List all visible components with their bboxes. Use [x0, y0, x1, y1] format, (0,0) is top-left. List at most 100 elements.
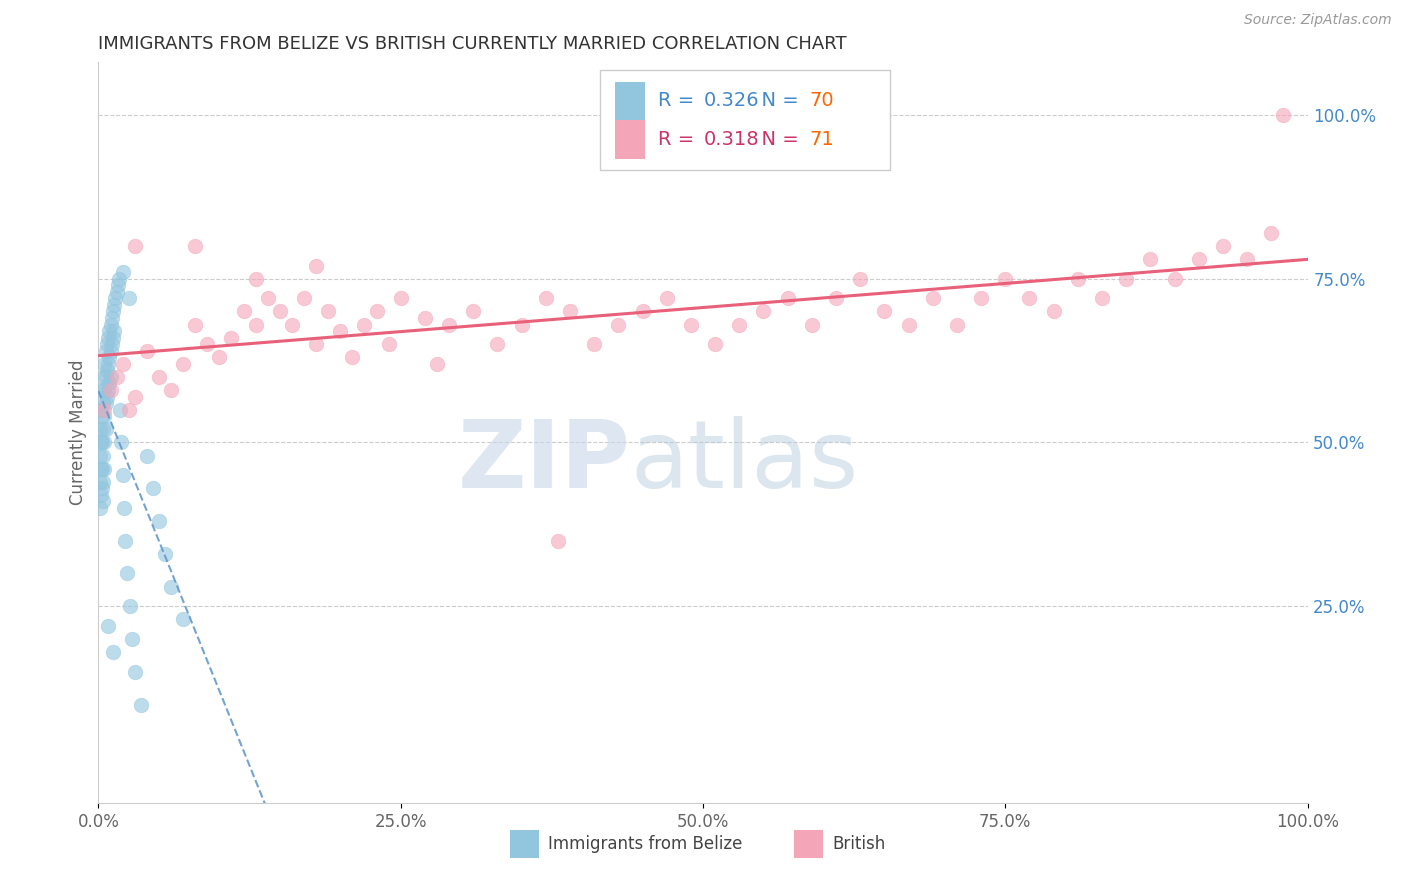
Point [486, 337, 509, 351]
Point [897, 318, 920, 332]
Point [118, 291, 141, 305]
Text: R =: R = [658, 130, 700, 149]
Point [91, 383, 114, 397]
Point [426, 357, 449, 371]
FancyBboxPatch shape [509, 830, 538, 858]
Point [704, 337, 727, 351]
Text: ZIP: ZIP [457, 417, 630, 508]
Point [91, 494, 114, 508]
Point [1260, 226, 1282, 240]
Point [91, 435, 114, 450]
Point [98, 351, 121, 365]
Point [142, 481, 165, 495]
Point [110, 435, 132, 450]
Point [184, 318, 207, 332]
Point [1163, 271, 1185, 285]
Point [94, 422, 117, 436]
Point [269, 304, 291, 318]
Text: N =: N = [749, 92, 806, 111]
Point [849, 271, 872, 285]
Point [118, 402, 141, 417]
Point [91, 461, 114, 475]
Point [873, 304, 896, 318]
Point [97, 619, 120, 633]
Point [389, 291, 412, 305]
Text: N =: N = [749, 130, 806, 149]
Text: 71: 71 [810, 130, 834, 149]
Point [463, 304, 485, 318]
Point [184, 239, 207, 253]
Point [160, 383, 183, 397]
Point [111, 357, 134, 371]
Point [631, 304, 654, 318]
Point [245, 271, 267, 285]
Point [148, 370, 170, 384]
Point [135, 449, 157, 463]
Point [583, 337, 606, 351]
Point [100, 337, 122, 351]
Point [752, 304, 775, 318]
Point [117, 566, 139, 581]
Point [91, 409, 114, 424]
Point [91, 449, 114, 463]
Point [946, 318, 969, 332]
Point [98, 376, 121, 391]
Point [108, 402, 131, 417]
Text: 70: 70 [810, 92, 834, 111]
Point [208, 351, 231, 365]
Point [91, 370, 114, 384]
Point [607, 318, 630, 332]
Point [100, 318, 122, 332]
Point [510, 318, 533, 332]
Point [103, 298, 125, 312]
Point [342, 351, 364, 365]
Text: Source: ZipAtlas.com: Source: ZipAtlas.com [1244, 13, 1392, 28]
Point [111, 468, 134, 483]
Point [245, 318, 267, 332]
Point [94, 343, 117, 358]
Point [1042, 304, 1064, 318]
Point [1272, 108, 1295, 122]
Point [98, 324, 121, 338]
Point [124, 665, 146, 679]
Point [221, 330, 243, 344]
Point [100, 383, 122, 397]
FancyBboxPatch shape [614, 82, 645, 120]
Point [970, 291, 993, 305]
Point [96, 337, 118, 351]
Point [111, 265, 134, 279]
Point [366, 304, 388, 318]
FancyBboxPatch shape [793, 830, 823, 858]
Y-axis label: Currently Married: Currently Married [69, 359, 87, 506]
Point [100, 343, 122, 358]
Point [172, 612, 194, 626]
Point [101, 645, 124, 659]
Point [679, 318, 702, 332]
Point [90, 435, 112, 450]
Point [94, 396, 117, 410]
Point [124, 390, 146, 404]
Point [281, 318, 304, 332]
Point [101, 330, 124, 344]
Point [105, 285, 128, 299]
Point [90, 402, 112, 417]
Text: Immigrants from Belize: Immigrants from Belize [548, 835, 742, 854]
Point [96, 363, 118, 377]
Point [305, 259, 328, 273]
Point [921, 291, 943, 305]
Point [232, 304, 254, 318]
Point [93, 357, 115, 371]
FancyBboxPatch shape [600, 70, 890, 169]
Point [728, 318, 751, 332]
Point [1091, 291, 1114, 305]
Point [103, 324, 125, 338]
Point [1067, 271, 1090, 285]
Text: atlas: atlas [630, 417, 859, 508]
Point [93, 409, 115, 424]
Point [547, 533, 569, 548]
Point [1139, 252, 1161, 266]
Point [90, 461, 112, 475]
Point [1236, 252, 1258, 266]
Point [437, 318, 460, 332]
Text: 0.326: 0.326 [704, 92, 759, 111]
